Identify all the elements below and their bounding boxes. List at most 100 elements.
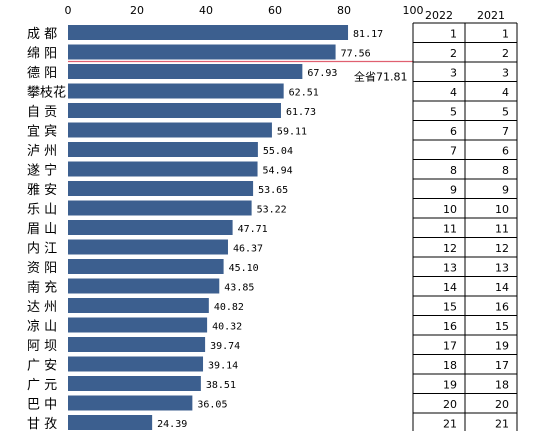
category-label: 巴 中 [27, 397, 57, 412]
bar [68, 298, 209, 313]
rank-2021-cell: 8 [502, 164, 509, 177]
x-axis-ticks: 0 20 40 60 80 100 [65, 4, 424, 17]
rank-2021-cell: 4 [502, 86, 509, 99]
x-tick-label: 80 [337, 4, 351, 17]
category-label: 内 江 [27, 240, 57, 256]
x-tick-label: 40 [199, 4, 213, 17]
value-label: 39.14 [208, 360, 238, 371]
category-label: 乐 山 [27, 202, 57, 217]
rank-2021-cell: 6 [502, 144, 509, 157]
rank-2022-cell: 2 [450, 47, 457, 60]
value-label: 81.17 [353, 29, 383, 40]
value-label: 62.51 [289, 87, 319, 98]
value-label: 61.73 [286, 107, 316, 118]
rank-2022-cell: 13 [443, 261, 457, 274]
category-label: 德 阳 [27, 66, 57, 81]
rank-2022-cell: 15 [443, 300, 457, 313]
rank-2022-cell: 12 [443, 242, 457, 255]
bar [68, 259, 224, 274]
table-header-2022: 2022 [425, 9, 453, 22]
rank-2022-cell: 7 [450, 144, 457, 157]
bar [68, 103, 281, 118]
bar [68, 83, 284, 99]
category-label: 遂 宁 [27, 162, 57, 178]
value-label: 77.56 [341, 48, 371, 59]
category-label: 绵 阳 [27, 46, 57, 61]
bar [68, 25, 349, 40]
rank-2022-cell: 18 [443, 359, 457, 372]
x-tick-label: 100 [403, 4, 424, 17]
category-label: 雅 安 [27, 183, 57, 198]
rank-2021-cell: 7 [502, 125, 509, 138]
rank-2021-cell: 19 [495, 339, 509, 352]
value-label: 39.74 [210, 341, 240, 352]
value-label: 43.85 [224, 282, 254, 293]
rank-2022-cell: 14 [443, 281, 457, 294]
category-label: 广 安 [27, 358, 57, 373]
rank-2022-cell: 16 [443, 320, 457, 333]
value-label: 40.32 [212, 321, 242, 332]
rank-2021-cell: 11 [495, 222, 509, 235]
bar [68, 356, 204, 372]
rank-2021-cell: 13 [495, 261, 509, 274]
category-label: 阿 坝 [27, 339, 57, 354]
value-label: 54.94 [263, 165, 293, 176]
rank-2021-cell: 21 [495, 417, 509, 430]
rank-2022-cell: 3 [450, 66, 457, 79]
bar [68, 64, 303, 79]
category-label: 甘 孜 [27, 417, 57, 431]
rank-2021-cell: 1 [502, 27, 509, 40]
bar [68, 200, 252, 216]
category-label: 攀枝花 [27, 84, 66, 100]
category-label: 凉 山 [27, 319, 57, 334]
bar [68, 44, 336, 60]
bar [68, 317, 208, 333]
bar [68, 142, 258, 157]
table-header-2021: 2021 [477, 9, 505, 22]
rank-2021-cell: 14 [495, 281, 509, 294]
bar [68, 415, 153, 430]
rank-2021-cell: 18 [495, 378, 509, 391]
rank-2022-cell: 8 [450, 164, 457, 177]
x-tick-label: 20 [130, 4, 144, 17]
value-label: 59.11 [277, 126, 307, 137]
value-labels: 81.17 77.56 67.93 62.51 61.73 59.11 55.04 54.94… [157, 29, 383, 430]
rank-2022-cell: 10 [443, 203, 457, 216]
rank-2021-cell: 17 [495, 359, 509, 372]
category-label: 宜 宾 [27, 123, 57, 139]
rank-2022-cell: 5 [450, 105, 457, 118]
rank-2021-cell: 15 [495, 320, 509, 333]
category-label: 泸 州 [27, 144, 57, 159]
value-label: 45.10 [229, 263, 259, 274]
reference-line-label: 全省71.81 [354, 70, 408, 84]
rank-2022-cell: 19 [443, 378, 457, 391]
reference-line-group: 全省71.81 [68, 60, 413, 84]
rank-2022-cell: 20 [443, 398, 457, 411]
bar [68, 122, 272, 138]
category-label: 广 元 [27, 378, 57, 393]
value-label: 24.39 [157, 419, 187, 430]
value-label: 53.22 [257, 204, 287, 215]
rank-2022-cell: 17 [443, 339, 457, 352]
bar [68, 337, 206, 352]
category-label: 眉 山 [27, 222, 57, 237]
x-tick-label: 0 [65, 4, 72, 17]
value-label: 36.05 [197, 399, 227, 410]
rank-2022-cell: 21 [443, 417, 457, 430]
value-label: 55.04 [263, 146, 293, 157]
rank-2022-cell: 9 [450, 183, 457, 196]
rank-2021-cell: 16 [495, 300, 509, 313]
bar [68, 395, 193, 411]
rank-2021-cell: 3 [502, 66, 509, 79]
value-label: 40.82 [214, 302, 244, 313]
value-label: 67.93 [307, 68, 337, 79]
rank-2021-cell: 20 [495, 398, 509, 411]
bars [68, 25, 349, 430]
category-label: 资 阳 [27, 261, 57, 276]
value-label: 38.51 [206, 380, 236, 391]
bar [68, 376, 201, 391]
x-tick-label: 60 [268, 4, 282, 17]
